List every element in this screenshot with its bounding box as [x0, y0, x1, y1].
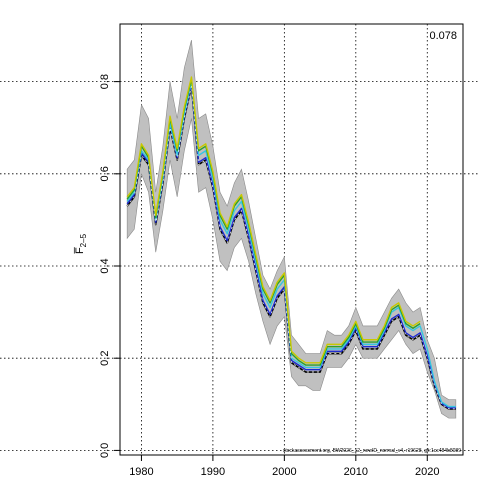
x-tick-label: 1980 — [129, 466, 153, 478]
y-axis-label-main: F̅ — [74, 246, 86, 254]
series-lines — [126, 76, 456, 410]
y-axis: 0.0 0.2 0.4 0.6 0.8 — [99, 74, 120, 458]
y-tick-label: 0.6 — [99, 166, 111, 181]
series-line-1-dash — [126, 86, 456, 410]
y-tick-label: 0.2 — [99, 351, 111, 366]
corner-value-label: 0.078 — [429, 30, 457, 42]
series-line-5 — [126, 76, 421, 364]
y-tick-label: 0.0 — [99, 443, 111, 458]
series-line-3 — [126, 80, 456, 408]
x-tick-label: 2010 — [344, 466, 368, 478]
x-tick-label: 2020 — [415, 466, 439, 478]
grid-lines — [0, 24, 480, 455]
x-axis: 1980 1990 2000 2010 2020 — [129, 455, 440, 478]
plot-frame — [119, 23, 464, 456]
y-tick-label: 0.4 — [99, 258, 111, 273]
confidence-band — [126, 40, 457, 419]
y-axis-label-sub: 2–5 — [79, 233, 88, 247]
x-tick-label: 1990 — [201, 466, 225, 478]
x-tick-label: 2000 — [272, 466, 296, 478]
footer-source-label: stockassessment.org, BW2026_12_newID_nor… — [283, 448, 461, 454]
y-axis-label: F̅2–5 — [74, 233, 88, 254]
y-tick-label: 0.8 — [99, 74, 111, 89]
svg-text:F̅2–5: F̅2–5 — [74, 233, 88, 254]
